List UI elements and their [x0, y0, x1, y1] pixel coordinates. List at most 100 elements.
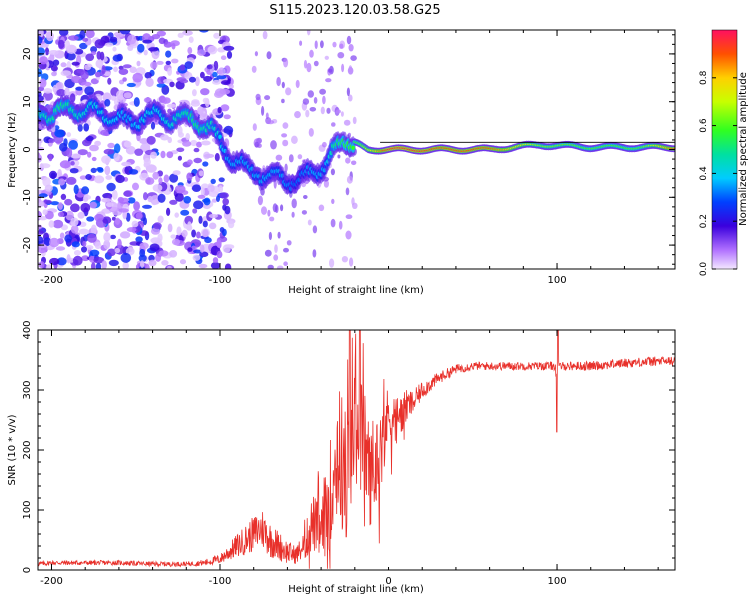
noise-speckle	[174, 184, 186, 194]
noise-speckle	[43, 237, 51, 247]
noise-speckle	[192, 208, 198, 214]
noise-speckle	[319, 88, 326, 95]
noise-speckle	[39, 78, 47, 88]
noise-speckle	[142, 204, 152, 209]
noise-speckle	[143, 157, 151, 167]
noise-speckle	[123, 140, 132, 148]
noise-speckle	[90, 46, 98, 53]
noise-speckle	[177, 155, 182, 161]
x-tick-label: -100	[209, 275, 232, 286]
noise-speckle	[157, 215, 164, 224]
noise-speckle	[302, 98, 310, 105]
noise-speckle	[129, 66, 137, 74]
noise-speckle	[345, 214, 353, 219]
noise-speckle	[330, 218, 336, 228]
noise-speckle	[142, 39, 153, 44]
colorbar-tick-label: 0.2	[699, 214, 709, 228]
noise-speckle	[113, 152, 120, 162]
noise-speckle	[64, 40, 71, 51]
noise-speckle	[283, 261, 288, 267]
noise-speckle	[94, 71, 102, 78]
noise-speckle	[59, 232, 65, 239]
noise-speckle	[58, 178, 66, 186]
noise-speckle	[38, 146, 45, 151]
noise-speckle	[273, 254, 279, 261]
noise-speckle	[39, 56, 48, 65]
noise-speckle	[54, 129, 65, 138]
noise-speckle	[137, 43, 145, 53]
noise-speckle	[266, 51, 272, 60]
noise-speckle	[264, 95, 271, 101]
noise-speckle	[140, 260, 145, 268]
noise-speckle	[313, 60, 319, 67]
noise-speckle	[303, 59, 308, 69]
snr-ticks: -200 -100 0 100 0 100 200 300 400	[22, 320, 675, 587]
noise-speckle	[87, 151, 92, 158]
noise-speckle	[156, 60, 164, 65]
noise-speckle	[325, 78, 332, 83]
noise-speckle	[210, 178, 216, 184]
noise-speckle	[332, 41, 337, 48]
noise-speckle	[285, 87, 292, 96]
noise-speckle	[110, 95, 117, 101]
noise-speckle	[85, 245, 94, 250]
noise-speckle	[134, 148, 144, 156]
noise-speckle	[214, 153, 220, 162]
noise-speckle	[70, 217, 79, 227]
noise-speckle	[176, 147, 185, 153]
noise-speckle	[155, 253, 162, 262]
noise-speckle	[284, 163, 288, 172]
noise-speckle	[340, 111, 344, 117]
noise-speckle	[348, 44, 354, 52]
noise-speckle	[187, 47, 193, 55]
noise-speckle	[104, 42, 114, 47]
noise-speckle	[105, 202, 114, 208]
noise-speckle	[322, 95, 326, 105]
y-tick-label: -20	[22, 237, 33, 253]
noise-speckle	[345, 187, 350, 196]
noise-speckle	[79, 175, 87, 180]
noise-speckle	[152, 171, 159, 180]
noise-speckle	[87, 233, 97, 243]
noise-speckle	[118, 208, 129, 213]
noise-speckle	[323, 179, 329, 188]
noise-speckle	[90, 78, 99, 85]
noise-speckle	[345, 230, 352, 240]
noise-speckle	[90, 167, 97, 174]
noise-speckle	[48, 50, 59, 55]
x-tick-label: -100	[209, 576, 232, 587]
noise-speckle	[200, 71, 205, 79]
noise-speckle	[66, 147, 73, 158]
noise-speckle	[255, 93, 261, 101]
noise-speckle	[252, 123, 257, 131]
colorbar-label: Normalized spectral amplitude	[738, 72, 749, 226]
colorbar-ticks: 0.0 0.2 0.4 0.6 0.8	[699, 70, 737, 276]
noise-speckle	[346, 87, 350, 97]
noise-speckle	[308, 127, 314, 137]
noise-speckle	[85, 135, 94, 142]
noise-speckle	[199, 251, 209, 258]
noise-speckle	[187, 159, 193, 165]
noise-speckle	[223, 125, 234, 135]
noise-speckle	[303, 195, 308, 199]
noise-speckle	[103, 232, 111, 242]
noise-speckle	[85, 174, 92, 180]
noise-speckle	[171, 238, 181, 246]
noise-speckle	[251, 65, 257, 73]
noise-speckle	[322, 141, 327, 148]
noise-speckle	[146, 135, 156, 145]
noise-speckle	[217, 106, 222, 114]
noise-speckle	[136, 60, 141, 67]
noise-speckle	[105, 175, 112, 180]
colorbar: 0.0 0.2 0.4 0.6 0.8 Normalized spectral ampl…	[699, 29, 749, 276]
noise-speckle	[79, 42, 88, 50]
noise-speckle	[116, 89, 126, 100]
noise-speckle	[110, 234, 116, 240]
ridge-core	[351, 145, 355, 150]
noise-speckle	[274, 244, 278, 254]
noise-speckle	[107, 142, 115, 149]
noise-speckle	[283, 57, 289, 68]
noise-speckle	[224, 65, 231, 74]
